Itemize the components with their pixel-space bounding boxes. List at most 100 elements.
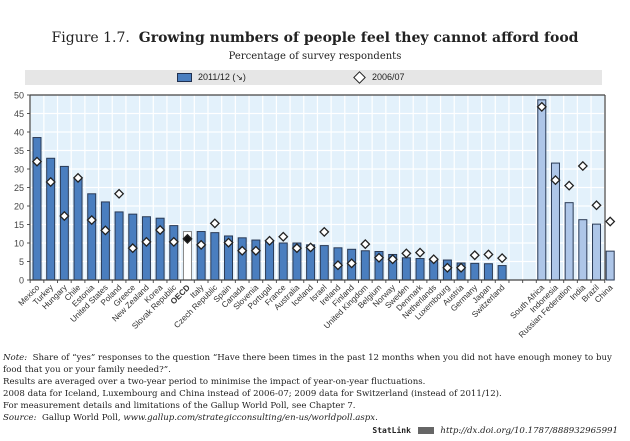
- bar-portugal: [265, 240, 275, 281]
- diamond-united-states: [100, 225, 111, 236]
- source-line: Source: Gallup World Poll, www.gallup.co…: [3, 412, 627, 424]
- note-text: Share of “yes” responses to the question…: [3, 353, 612, 375]
- bar-united-states: [100, 201, 110, 281]
- diamond-australia: [291, 243, 303, 254]
- bar-hungary: [59, 165, 69, 281]
- bar-russian-federation: [564, 202, 574, 281]
- diamond-china: [605, 216, 616, 227]
- statlink-label: StatLink: [372, 426, 411, 435]
- bar-canada: [237, 237, 247, 281]
- bar-brazil: [592, 223, 602, 281]
- diamond-canada: [237, 245, 248, 256]
- diamond-norway: [387, 254, 398, 265]
- diamond-indonesia: [550, 174, 561, 186]
- diamond-spain: [223, 237, 234, 248]
- diamond-netherlands: [428, 254, 439, 265]
- diamond-sweden: [401, 248, 412, 259]
- y-tick-label: 0: [19, 276, 24, 286]
- bar-israel: [319, 245, 329, 281]
- diamond-turkey: [45, 176, 56, 188]
- source-url-link[interactable]: www.gallup.com/strategicconsulting/en-us…: [123, 413, 378, 423]
- note-line: Note: Share of “yes” responses to the qu…: [3, 352, 627, 376]
- y-tick-label: 45: [14, 109, 24, 119]
- diamond-brazil: [591, 200, 602, 211]
- bar-china: [605, 250, 615, 281]
- figure-notes: Note: Share of “yes” responses to the qu…: [3, 352, 627, 424]
- diamond-italy: [196, 239, 207, 250]
- diamond-marker-icon: [353, 70, 366, 84]
- bar-czech-republic: [210, 232, 220, 281]
- diamond-india: [577, 160, 588, 172]
- statlink-url-link[interactable]: http://dx.doi.org/10.1787/888932965991: [440, 426, 618, 436]
- diamond-mexico: [31, 156, 43, 167]
- figure-title-text: Growing numbers of people feel they cann…: [138, 30, 579, 46]
- bar-south-africa: [537, 99, 547, 281]
- y-tick-label: 10: [14, 239, 24, 249]
- bar-chart: 05101520253035404550MexicoTurkeyHungaryC…: [14, 91, 616, 340]
- note-label: Note:: [3, 353, 28, 363]
- diamond-finland: [346, 258, 357, 269]
- source-label: Source:: [3, 413, 37, 423]
- diamond-south-africa: [536, 101, 547, 112]
- diamond-korea: [155, 224, 166, 236]
- diamond-portugal: [264, 235, 275, 246]
- y-tick-label: 15: [14, 220, 24, 230]
- figure-title: Figure 1.7. Growing numbers of people fe…: [0, 30, 630, 46]
- y-tick-label: 40: [14, 128, 24, 138]
- bar-germany: [470, 262, 480, 281]
- chart-legend: 2011/12 (↘) 2006/07: [25, 70, 602, 85]
- bar-chile: [73, 177, 83, 281]
- statlink-logo-icon: [417, 427, 434, 434]
- diamond-luxembourg: [442, 262, 453, 273]
- diamond-hungary: [59, 210, 70, 222]
- bar-denmark: [415, 258, 425, 281]
- y-tick-label: 30: [14, 165, 24, 175]
- diamond-austria: [455, 262, 467, 273]
- legend-item-2006: 2006/07: [353, 70, 405, 84]
- diamond-oecd: [182, 233, 193, 245]
- figure-subtitle: Percentage of survey respondents: [228, 51, 402, 62]
- bar-estonia: [87, 193, 97, 281]
- y-tick-label: 35: [14, 146, 24, 156]
- bar-sweden: [401, 257, 411, 281]
- bar-poland: [114, 211, 124, 281]
- diamond-poland: [113, 188, 125, 199]
- bar-united-kingdom: [360, 250, 370, 281]
- bar-switzerland: [497, 265, 507, 281]
- note-line-3: 2008 data for Iceland, Luxembourg and Ch…: [3, 389, 502, 399]
- bar-slovak-republic: [169, 225, 179, 281]
- bar-swatch-icon: [177, 73, 192, 82]
- y-tick-label: 20: [14, 202, 24, 212]
- legend-item-2011: 2011/12 (↘): [177, 72, 246, 83]
- bar-new-zealand: [141, 216, 151, 281]
- diamond-greece: [127, 243, 138, 254]
- source-text: Gallup World Poll,: [41, 413, 121, 423]
- bar-france: [278, 242, 288, 281]
- diamond-new-zealand: [141, 236, 152, 248]
- diamond-united-kingdom: [360, 238, 371, 250]
- statlink: StatLink http://dx.doi.org/10.1787/88893…: [372, 426, 618, 436]
- diamond-belgium: [373, 252, 385, 263]
- diamond-germany: [469, 250, 480, 261]
- note-line-2: Results are averaged over a two-year per…: [3, 377, 426, 387]
- note-line-4: For measurement details and limitations …: [3, 401, 356, 411]
- diamond-russian-federation: [564, 180, 575, 191]
- diamond-estonia: [86, 214, 97, 226]
- diamond-japan: [483, 249, 494, 260]
- legend-label-2011: 2011/12 (↘): [198, 72, 246, 82]
- bar-italy: [196, 231, 206, 281]
- diamond-czech-republic: [209, 218, 220, 229]
- diamond-denmark: [414, 247, 426, 258]
- y-tick-label: 25: [14, 183, 24, 193]
- diamond-slovak-republic: [168, 236, 179, 248]
- diamond-france: [278, 231, 289, 242]
- diamond-ireland: [332, 260, 344, 271]
- bar-turkey: [46, 157, 56, 281]
- bar-india: [578, 219, 588, 281]
- diamond-slovenia: [250, 245, 261, 256]
- diamond-switzerland: [497, 253, 508, 264]
- diamond-chile: [72, 172, 84, 183]
- diamond-iceland: [305, 242, 316, 253]
- y-tick-label: 5: [19, 257, 24, 267]
- y-tick-label: 50: [14, 91, 24, 101]
